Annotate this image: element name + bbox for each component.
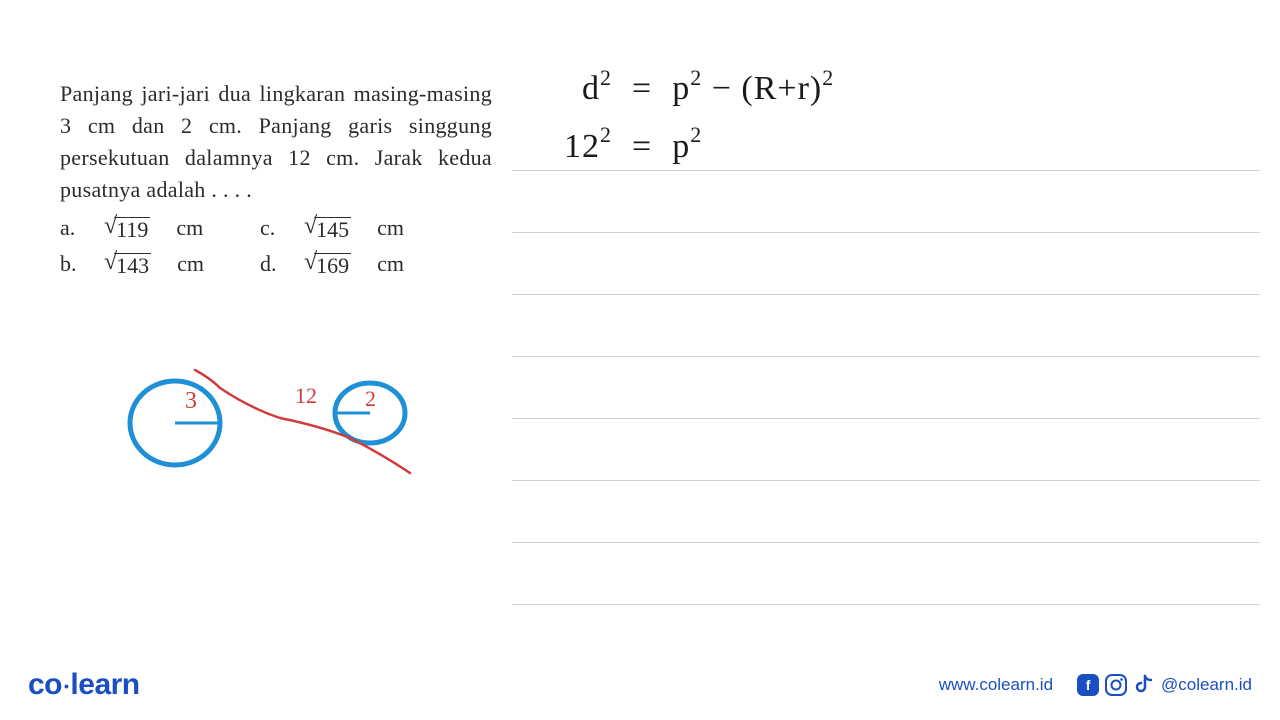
brand-logo: co•learn [28,668,140,702]
option-b: b. √143 cm [60,250,260,278]
website-url: www.colearn.id [939,675,1053,695]
tiktok-icon [1133,674,1155,696]
option-c: c. √145 cm [260,214,460,242]
option-a-value: √119 [104,214,150,242]
option-a: a. √119 cm [60,214,260,242]
equation-line-2: 122 = p2 [522,118,1260,176]
tangent-label: 12 [295,383,317,408]
equation-line-1: d2 = p2 − (R+r)2 [522,60,1260,118]
option-d-value: √169 [304,250,351,278]
option-a-label: a. [60,215,84,241]
circles-diagram: 3 12 2 [120,358,492,493]
left-column: Panjang jari-jari dua lingkaran masing-m… [0,0,512,650]
social-handle: @colearn.id [1161,675,1252,695]
instagram-icon [1105,674,1127,696]
content-area: Panjang jari-jari dua lingkaran masing-m… [0,0,1280,650]
social-links: f @colearn.id [1077,674,1252,696]
handwritten-work: d2 = p2 − (R+r)2 122 = p2 [522,60,1260,176]
footer-right: www.colearn.id f @colearn.id [939,674,1252,696]
option-c-label: c. [260,215,284,241]
option-b-label: b. [60,251,84,277]
footer-bar: co•learn www.colearn.id f @colearn.id [0,650,1280,720]
answer-options: a. √119 cm c. √145 cm b. √143 cm d. √169… [60,214,492,278]
option-d: d. √169 cm [260,250,460,278]
option-d-label: d. [260,251,284,277]
option-c-value: √145 [304,214,351,242]
right-column: d2 = p2 − (R+r)2 122 = p2 [512,0,1280,650]
facebook-icon: f [1077,674,1099,696]
option-b-value: √143 [104,250,151,278]
circle2-label: 2 [365,386,376,411]
question-text: Panjang jari-jari dua lingkaran masing-m… [60,78,492,206]
ruled-lines [512,170,1260,666]
circle1-label: 3 [185,388,197,414]
